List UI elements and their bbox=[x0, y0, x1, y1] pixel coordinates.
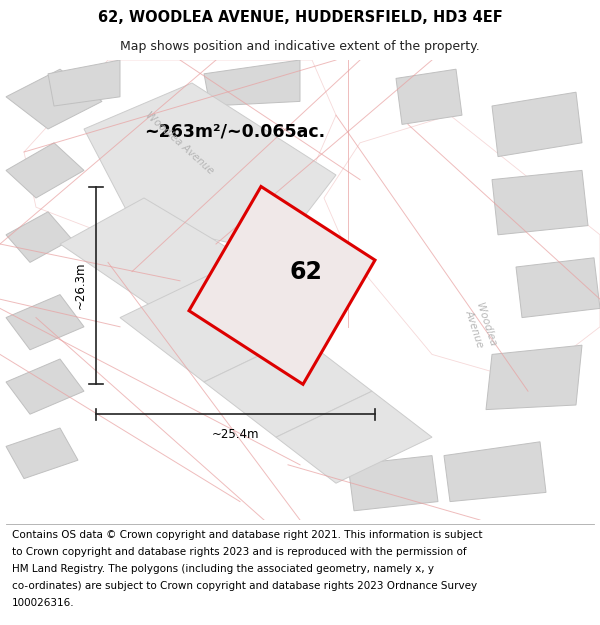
Text: ~26.3m: ~26.3m bbox=[74, 262, 87, 309]
Text: 100026316.: 100026316. bbox=[12, 598, 74, 608]
Polygon shape bbox=[6, 142, 84, 198]
Polygon shape bbox=[6, 359, 84, 414]
Polygon shape bbox=[276, 391, 432, 483]
Polygon shape bbox=[204, 336, 372, 437]
Polygon shape bbox=[48, 60, 120, 106]
Polygon shape bbox=[189, 186, 375, 384]
Text: co-ordinates) are subject to Crown copyright and database rights 2023 Ordnance S: co-ordinates) are subject to Crown copyr… bbox=[12, 581, 477, 591]
Polygon shape bbox=[84, 83, 336, 253]
Text: Map shows position and indicative extent of the property.: Map shows position and indicative extent… bbox=[120, 40, 480, 53]
Text: Contains OS data © Crown copyright and database right 2021. This information is : Contains OS data © Crown copyright and d… bbox=[12, 531, 482, 541]
Polygon shape bbox=[348, 456, 438, 511]
Polygon shape bbox=[486, 345, 582, 409]
Polygon shape bbox=[324, 115, 600, 382]
Polygon shape bbox=[60, 198, 252, 318]
Text: 62, WOODLEA AVENUE, HUDDERSFIELD, HD3 4EF: 62, WOODLEA AVENUE, HUDDERSFIELD, HD3 4E… bbox=[98, 11, 502, 26]
Text: HM Land Registry. The polygons (including the associated geometry, namely x, y: HM Land Registry. The polygons (includin… bbox=[12, 564, 434, 574]
Polygon shape bbox=[492, 92, 582, 157]
Polygon shape bbox=[6, 69, 102, 129]
Text: 62: 62 bbox=[290, 259, 322, 284]
Polygon shape bbox=[120, 272, 300, 382]
Text: Woodlea Avenue: Woodlea Avenue bbox=[144, 110, 216, 176]
Polygon shape bbox=[396, 69, 462, 124]
Polygon shape bbox=[6, 428, 78, 479]
Text: Woodlea
Avenue: Woodlea Avenue bbox=[463, 302, 497, 352]
Polygon shape bbox=[204, 60, 300, 106]
Text: to Crown copyright and database rights 2023 and is reproduced with the permissio: to Crown copyright and database rights 2… bbox=[12, 548, 467, 558]
Polygon shape bbox=[6, 212, 72, 262]
Text: ~25.4m: ~25.4m bbox=[212, 428, 259, 441]
Polygon shape bbox=[24, 60, 336, 244]
Polygon shape bbox=[516, 258, 600, 318]
Polygon shape bbox=[444, 442, 546, 502]
Polygon shape bbox=[492, 171, 588, 235]
Polygon shape bbox=[6, 294, 84, 350]
Text: ~263m²/~0.065ac.: ~263m²/~0.065ac. bbox=[144, 122, 325, 140]
